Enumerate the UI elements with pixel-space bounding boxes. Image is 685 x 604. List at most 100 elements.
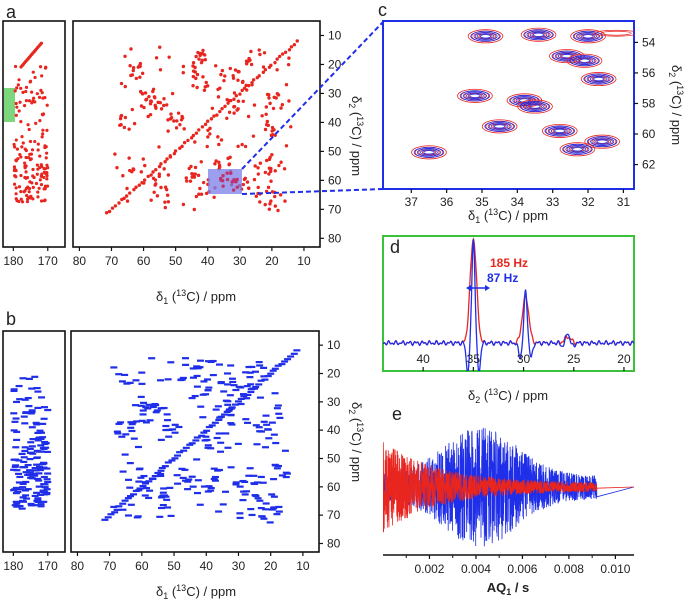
- diagonal-peak: [176, 451, 184, 454]
- x-tick-label: 0.008: [554, 562, 584, 576]
- cross-peak: [249, 62, 254, 67]
- inset-peak: [23, 189, 27, 193]
- cross-peak: [269, 199, 273, 203]
- cross-peak: [216, 135, 220, 139]
- cross-peak: [258, 200, 262, 204]
- inset-peak: [33, 100, 37, 104]
- inset-peak: [27, 155, 31, 160]
- inset-peak: [43, 478, 51, 481]
- contour-blue: [459, 90, 491, 102]
- inset-peak: [45, 177, 49, 181]
- inset-peak: [24, 85, 29, 89]
- cross-peak: [270, 495, 278, 498]
- cross-peak: [115, 422, 123, 425]
- inset-peak: [37, 493, 45, 496]
- diagonal-peak: [164, 461, 172, 464]
- inset-peak: [21, 446, 29, 449]
- y-tick-label: 40: [328, 115, 342, 129]
- panel-a-main-frame: [72, 20, 321, 248]
- cross-peak: [226, 394, 234, 397]
- inset-peak: [27, 441, 35, 444]
- cross-peak: [138, 382, 146, 385]
- diagonal-peak: [271, 367, 279, 370]
- diagonal-peak: [124, 497, 132, 500]
- inset-peak: [38, 165, 42, 170]
- inset-peak: [22, 480, 30, 484]
- diagonal-peak: [228, 406, 236, 409]
- cross-peak: [188, 396, 196, 400]
- inset-peak: [24, 473, 32, 477]
- cross-peak: [232, 91, 237, 95]
- cross-peak: [286, 62, 291, 67]
- inset-peak: [19, 155, 23, 159]
- cross-peak: [171, 431, 179, 434]
- inset-peak: [39, 41, 44, 45]
- panel-d-linewidth-arrow: [466, 285, 490, 291]
- diagonal-peak: [283, 50, 288, 54]
- contour-red: [520, 27, 557, 42]
- cross-peak: [225, 97, 229, 102]
- inset-peak: [24, 463, 32, 467]
- cross-peak: [138, 64, 142, 69]
- cross-peak: [273, 194, 277, 199]
- contour-blue: [462, 91, 487, 101]
- cross-peak: [219, 138, 224, 142]
- cross-peak: [201, 52, 205, 56]
- inset-peak: [19, 482, 27, 486]
- x-tick-label: 60: [135, 559, 149, 573]
- contour-red: [580, 72, 617, 87]
- inset-peak: [11, 420, 19, 423]
- contour-blue: [526, 103, 544, 110]
- cross-peak: [110, 505, 118, 509]
- inset-peak: [45, 128, 49, 132]
- zoom-box-peak: [218, 176, 223, 181]
- cross-peak: [265, 119, 270, 124]
- cross-peak: [145, 496, 153, 500]
- cross-peak: [268, 493, 276, 496]
- cross-peak: [152, 190, 156, 194]
- inset-peak: [24, 186, 29, 191]
- inset-x-tick-label: 180: [3, 559, 23, 573]
- inset-peak: [43, 450, 51, 454]
- panel-b-y-ticks: 10 20 30 40 50 60 70 80: [319, 338, 341, 551]
- zoom-box-peak: [230, 180, 234, 184]
- cross-peak: [257, 48, 261, 52]
- cross-peak: [273, 169, 277, 173]
- cross-peak: [258, 161, 263, 165]
- cross-peak: [276, 208, 280, 213]
- inset-peak: [38, 431, 46, 434]
- cross-peak: [159, 503, 167, 507]
- diagonal-peak: [141, 482, 149, 485]
- diagonal-peak: [200, 431, 208, 434]
- x-tick-label: 40: [416, 352, 430, 366]
- inset-peak: [24, 99, 29, 103]
- cross-peak: [127, 421, 135, 424]
- cross-peak: [217, 142, 221, 147]
- inset-peak: [36, 429, 44, 432]
- cross-peak: [210, 106, 215, 110]
- inset-peak: [20, 200, 25, 204]
- cross-peak: [199, 160, 203, 164]
- cross-peak: [143, 163, 147, 168]
- cross-peak: [228, 423, 236, 426]
- cross-peak: [241, 493, 249, 496]
- cross-peak: [247, 507, 255, 511]
- cross-peak: [182, 127, 186, 131]
- cross-peak: [281, 449, 289, 452]
- cross-peak: [203, 438, 211, 442]
- inset-peak: [23, 497, 31, 500]
- cross-peak: [138, 419, 146, 422]
- cross-peak: [264, 112, 268, 116]
- cross-peak: [156, 100, 160, 105]
- x-tick-label: 32: [581, 195, 595, 209]
- cross-peak: [255, 426, 263, 429]
- contour-blue: [569, 55, 600, 67]
- cross-peak: [140, 401, 148, 404]
- cross-peak: [157, 379, 165, 382]
- cross-peak: [180, 116, 185, 120]
- cross-peak: [149, 198, 153, 202]
- y-tick-label: 80: [328, 231, 342, 245]
- cross-peak: [277, 163, 281, 168]
- connector-line-top: [241, 21, 384, 170]
- cross-peak: [256, 430, 264, 433]
